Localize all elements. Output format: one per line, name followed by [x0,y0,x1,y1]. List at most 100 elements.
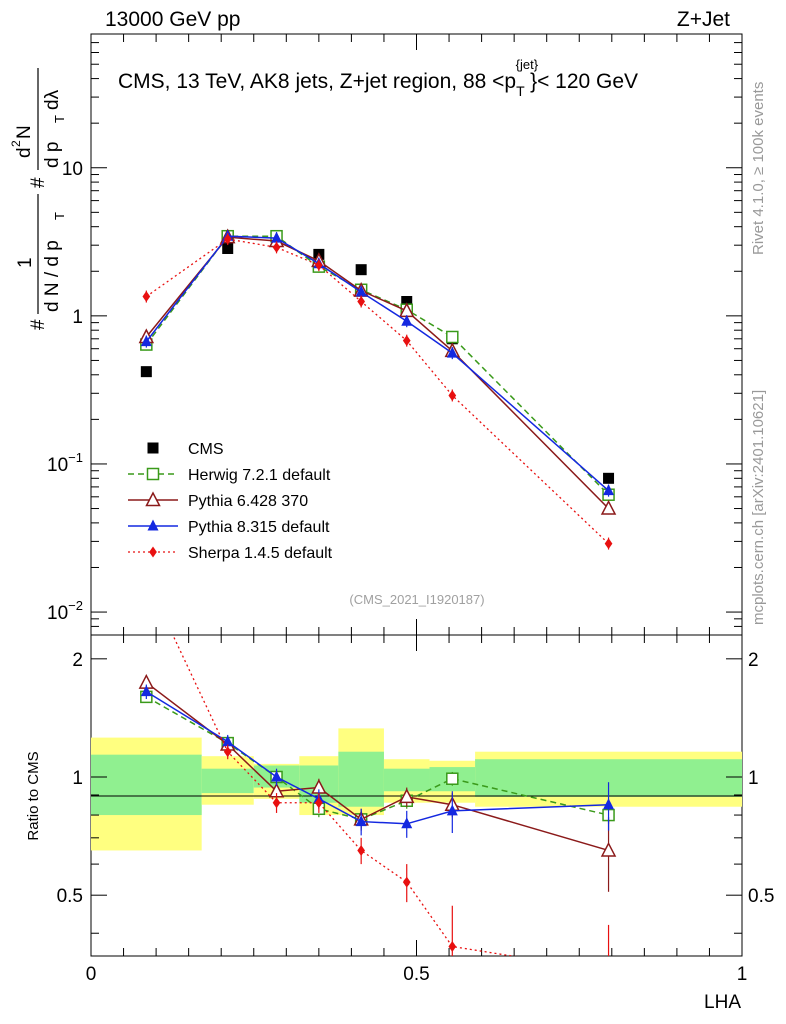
x-axis-label: LHA [704,992,741,1013]
ratio-point-pythia-8-315-default-6 [446,804,458,816]
main-point-pythia-8-315-default-4 [355,285,367,297]
main-ytick-base: 10 [47,455,68,476]
legend-marker-herwig-7-2-1-default [146,467,160,481]
ratio-ytick-label-left-2: 2 [72,650,83,671]
ylabel-num-n: N [14,125,35,139]
x-axis-ticks: 0 0.5 1 [86,34,747,985]
legend-label-pythia-6-428-370: Pythia 6.428 370 [188,493,308,510]
main-ylabel: # 1 d N / d p T # d 2 N d p T dλ [9,68,67,330]
main-ytick-label-1: 10−1 [47,450,83,476]
ratio-point-pythia-8-315-default-2 [271,770,283,782]
ratio-ylabel: Ratio to CMS [25,751,42,840]
ratio-ytick-label-right-2: 2 [748,650,759,671]
header-right: Z+Jet [677,8,730,31]
ratio-point-sherpa-1-4-5-default-6 [448,941,457,953]
main-point-pythia-8-315-default-7 [603,484,615,496]
main-point-pythia-8-315-default-0 [140,335,152,347]
band-inner-0 [91,754,202,816]
main-point-sherpa-1-4-5-default-4 [357,296,366,308]
ratio-point-sherpa-1-4-5-default-3 [315,797,323,809]
ylabel-den-2-lambda: dλ [42,89,63,110]
main-point-sherpa-1-4-5-default-0 [142,291,151,303]
ratio-line-pythia-6-428-370 [145,681,609,852]
band-inner-1 [201,768,254,794]
main-line-pythia-6-428-370 [145,236,610,510]
ratio-point-pythia-8-315-default-1 [222,735,234,747]
ratio-point-pythia-6-428-370-5 [398,788,415,804]
ratio-point-sherpa-1-4-5-default-4 [357,844,366,856]
ratio-point-sherpa-1-4-5-default-1 [223,746,232,758]
main-point-sherpa-1-4-5-default-7 [604,538,613,550]
chart-title-main: CMS, 13 TeV, AK8 jets, Z+jet region, 88 … [118,70,516,93]
band-inner-5 [383,768,430,792]
ylabel-den-1-sub: T [52,212,67,220]
main-line-pythia-8-315-default [145,235,610,492]
legend-marker-cms [147,442,159,454]
ratio-axis-ticks: 0.5 0.5 1 1 2 2 [57,650,774,934]
ratio-point-pythia-8-315-default-7 [603,798,615,810]
main-series-layer [138,228,617,550]
ylabel-den-2-sub: T [52,115,67,123]
main-point-cms-1 [222,242,234,254]
main-point-cms-0 [140,366,152,378]
ratio-ytick-label-right-1: 1 [748,768,759,789]
ratio-uncertainty-bands [91,728,742,851]
legend-label-herwig-7-2-1-default: Herwig 7.2.1 default [188,467,331,484]
ylabel-num-d: d [14,147,35,158]
main-point-sherpa-1-4-5-default-3 [315,259,323,271]
legend: CMS Herwig 7.2.1 default Pythia 6.428 370 P… [128,441,333,562]
main-point-sherpa-1-4-5-default-6 [448,389,457,401]
main-point-cms-5 [401,296,413,308]
main-point-pythia-8-315-default-5 [401,314,413,326]
legend-marker-pythia-6-428-370 [145,491,161,507]
ratio-ytick-label-left-1: 1 [72,768,83,789]
main-ytick-exp: −2 [68,598,83,613]
x-tick-label-0: 0 [86,964,97,985]
legend-label-sherpa-1-4-5-default: Sherpa 1.4.5 default [188,545,333,562]
main-point-cms-7 [603,472,615,484]
ratio-series-layer [138,573,617,977]
x-tick-label-1: 0.5 [403,964,429,985]
ratio-point-pythia-8-315-default-4 [355,815,367,827]
main-ytick-label-3: 10 [62,159,83,180]
chart-title: CMS, 13 TeV, AK8 jets, Z+jet region, 88 … [118,57,638,99]
ratio-point-pythia-8-315-default-0 [140,685,152,697]
ratio-line-pythia-8-315-default [145,690,609,825]
chart-title-sub: T [516,83,525,99]
ylabel-hash-2: # [28,177,49,188]
main-ytick-exp: −1 [68,450,83,465]
legend-label-cms: CMS [188,441,224,458]
legend-marker-pythia-8-315-default [147,519,159,531]
ylabel-one: 1 [15,257,36,268]
ratio-point-pythia-8-315-default-5 [401,817,413,829]
ratio-point-herwig-7-2-1-default-6 [446,772,459,785]
ratio-point-sherpa-1-4-5-default-7 [605,966,613,977]
side-label-mcplots: mcplots.cern.ch [arXiv:2401.10621] [750,390,767,625]
main-point-pythia-8-315-default-6 [446,346,458,358]
ylabel-den-1: d N / d p [42,240,63,312]
ratio-point-pythia-6-428-370-7 [600,841,617,857]
side-label-rivet: Rivet 4.1.0, ≥ 100k events [750,82,767,255]
main-ytick-label-2: 1 [72,307,83,328]
ylabel-den-2: d p [42,142,63,168]
analysis-tag: (CMS_2021_I1920187) [349,592,484,607]
ylabel-hash-1: # [28,319,49,330]
legend-marker-sherpa-1-4-5-default [149,546,157,558]
ratio-point-sherpa-1-4-5-default-0 [142,573,150,584]
main-point-pythia-8-315-default-2 [271,231,283,243]
main-line-sherpa-1-4-5-default [145,238,609,545]
main-ytick-label-0: 10−2 [47,598,83,624]
ratio-ytick-label-right-0: 0.5 [748,886,774,907]
main-point-herwig-7-2-1-default-6 [446,330,459,344]
band-inner-4 [338,751,384,807]
ratio-line-sherpa-1-4-5-default [172,635,517,956]
main-point-sherpa-1-4-5-default-5 [402,335,411,347]
ratio-line-herwig-7-2-1-default [145,696,609,821]
main-ytick-base: 10 [47,603,68,624]
main-point-sherpa-1-4-5-default-1 [223,233,232,245]
chart-title-sup: {jet} [516,57,539,72]
main-point-cms-4 [355,264,367,276]
chart-title-end: }< 120 GeV [530,70,638,93]
